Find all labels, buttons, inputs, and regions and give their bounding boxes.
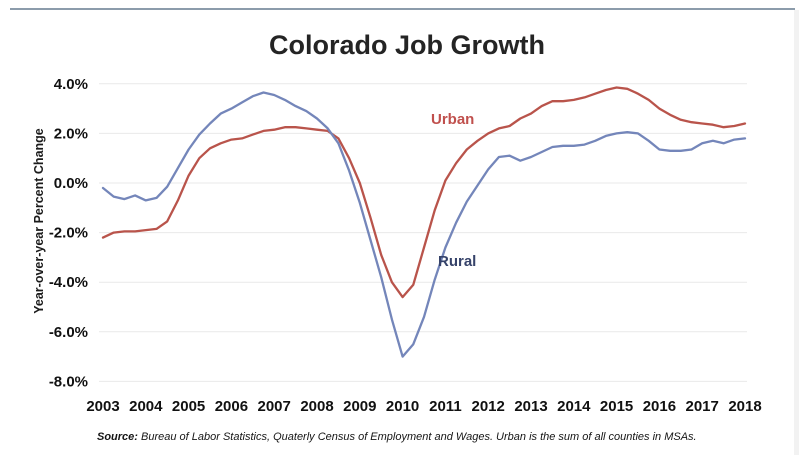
top-divider <box>10 8 795 10</box>
rural-series-label: Rural <box>438 253 477 270</box>
source-label: Source: <box>97 431 138 443</box>
x-tick-label: 2015 <box>600 398 633 415</box>
x-tick-label: 2003 <box>86 398 119 415</box>
y-tick-label: -4.0% <box>49 274 88 291</box>
x-tick-label: 2010 <box>386 398 419 415</box>
urban-line <box>101 86 747 299</box>
x-tick-label: 2018 <box>728 398 761 415</box>
right-edge-strip <box>794 10 799 455</box>
x-tick-label: 2005 <box>172 398 205 415</box>
x-tick-label: 2008 <box>300 398 333 415</box>
x-tick-label: 2007 <box>258 398 291 415</box>
rural-line <box>101 91 747 358</box>
x-tick-label: 2014 <box>557 398 591 415</box>
y-tick-label: -8.0% <box>49 373 88 390</box>
chart-title: Colorado Job Growth <box>269 30 545 60</box>
x-tick-label: 2016 <box>643 398 676 415</box>
x-tick-label: 2009 <box>343 398 376 415</box>
x-tick-label: 2006 <box>215 398 248 415</box>
x-tick-label: 2004 <box>129 398 163 415</box>
y-tick-label: -2.0% <box>49 225 88 242</box>
source-note: Source: Bureau of Labor Statistics, Quat… <box>97 431 697 443</box>
source-text: Bureau of Labor Statistics, Quaterly Cen… <box>137 431 697 443</box>
x-tick-label: 2011 <box>429 398 462 415</box>
y-tick-label: 4.0% <box>54 76 88 93</box>
gridlines <box>99 83 747 382</box>
x-tick-label: 2013 <box>514 398 547 415</box>
x-tick-label: 2012 <box>472 398 505 415</box>
y-tick-label: 0.0% <box>54 175 88 192</box>
y-tick-label: 2.0% <box>54 125 88 142</box>
x-tick-label: 2017 <box>686 398 719 415</box>
y-tick-label: -6.0% <box>49 324 88 341</box>
urban-series-label: Urban <box>431 111 475 128</box>
